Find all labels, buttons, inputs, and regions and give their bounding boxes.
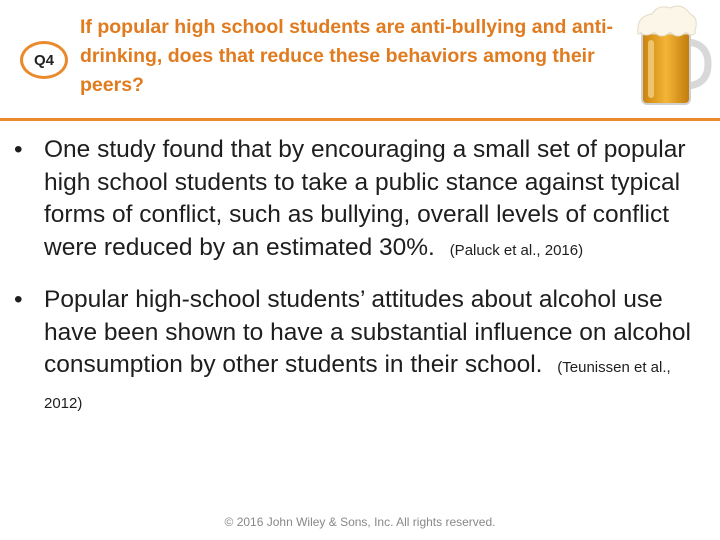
- question-title: If popular high school students are anti…: [80, 16, 614, 96]
- citation: (Paluck et al., 2016): [449, 241, 584, 259]
- citation: (Teunissen et al., 2012): [44, 359, 671, 412]
- bullet-text: One study found that by encouraging a sm…: [44, 136, 686, 261]
- question-number-badge: Q4: [20, 41, 68, 79]
- bullet-list: • One study found that by encouraging a …: [0, 134, 720, 420]
- question-number-label: Q4: [33, 51, 54, 69]
- beer-mug-icon: [637, 5, 712, 105]
- bullet-text: Popular high-school students’ attitudes …: [44, 286, 691, 378]
- header-divider: [0, 118, 720, 121]
- bullet-icon: •: [14, 286, 23, 313]
- list-item: • One study found that by encouraging a …: [0, 134, 720, 267]
- copyright-footer: © 2016 John Wiley & Sons, Inc. All right…: [224, 515, 496, 529]
- list-item: • Popular high-school students’ attitude…: [0, 284, 720, 420]
- bullet-icon: •: [14, 136, 23, 163]
